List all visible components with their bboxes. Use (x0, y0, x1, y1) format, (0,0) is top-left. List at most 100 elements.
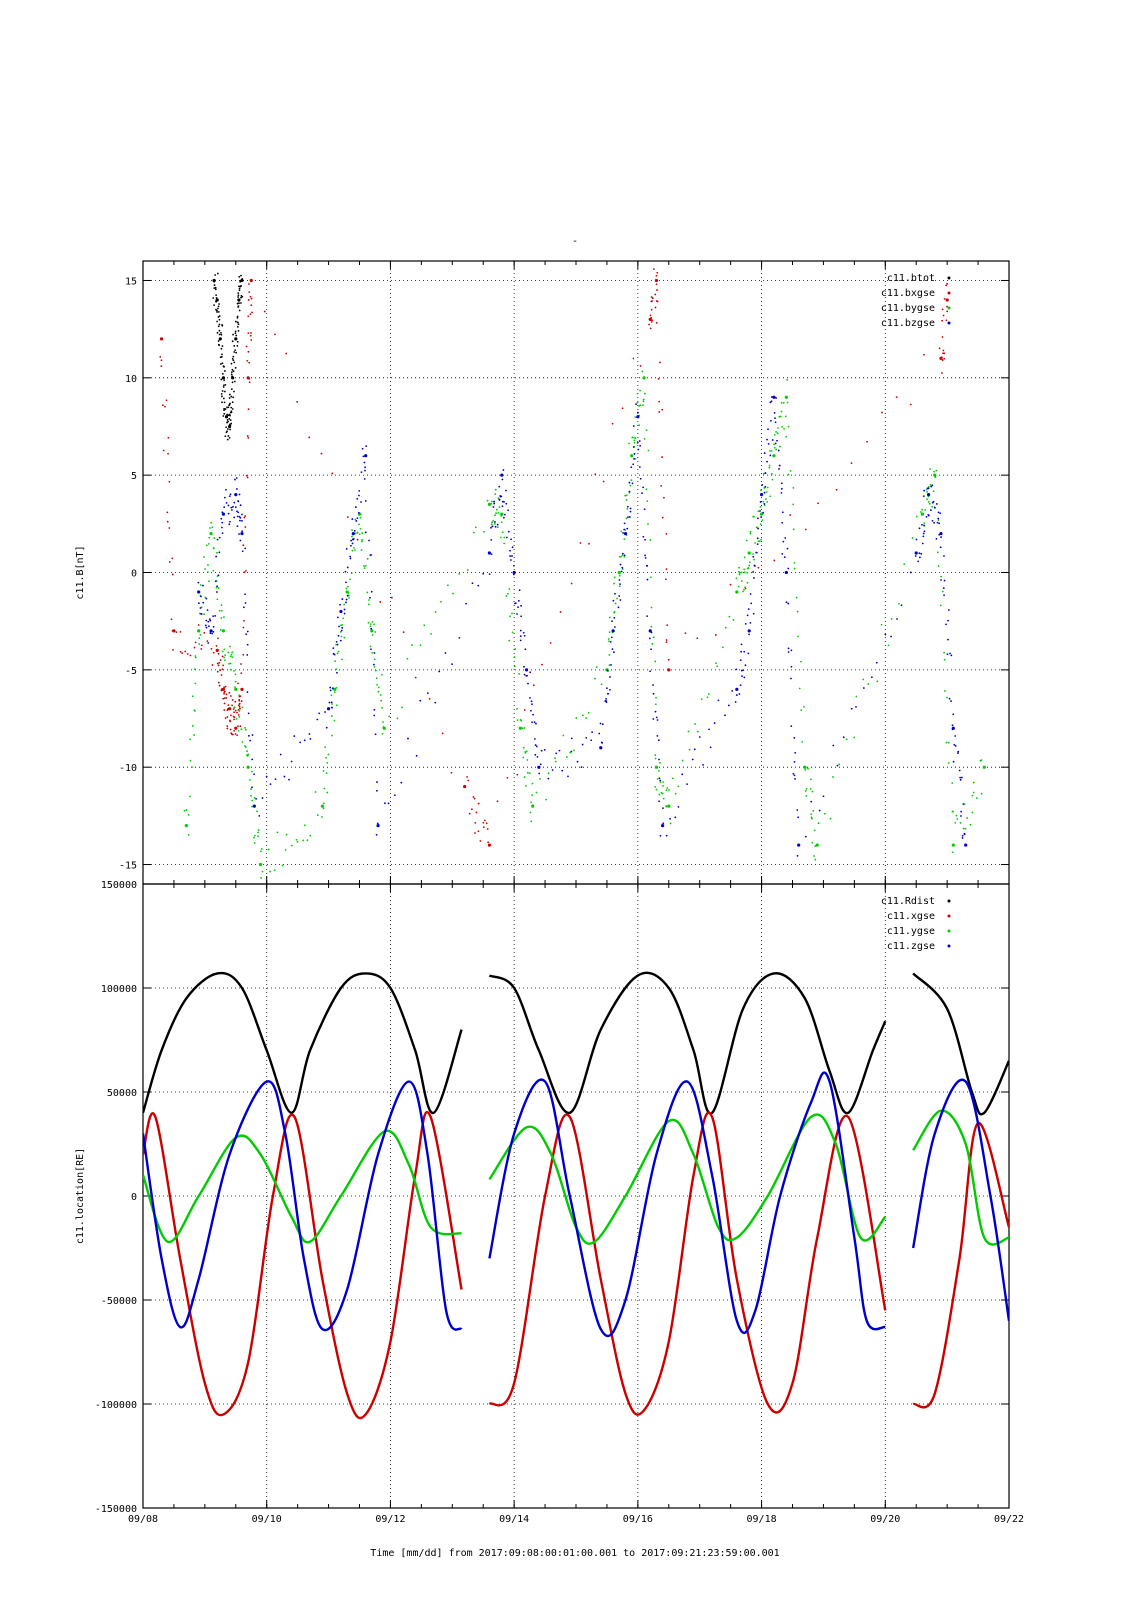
series-2-scatter-dot (243, 745, 246, 747)
series-1-scatter-dot (658, 411, 661, 413)
series-3-point (351, 531, 355, 536)
series-3-scatter-dot (770, 396, 773, 398)
series-2-scatter-dot (971, 811, 974, 814)
series-1-scatter-dot (331, 472, 334, 475)
series-2-scatter-dot (722, 646, 724, 649)
series-0-scatter-dot (226, 421, 228, 424)
series-1-scatter-dot (655, 274, 658, 277)
series-3-scatter-dot (630, 466, 633, 469)
series-3-scatter-dot (507, 530, 510, 533)
series-3-scatter-dot (230, 506, 233, 509)
series-3-scatter-dot (804, 835, 807, 838)
series-2-scatter-dot (257, 831, 259, 834)
series-2-scatter-dot (233, 670, 235, 672)
series-3-scatter-dot (780, 491, 783, 494)
series-2-scatter-dot (642, 398, 645, 401)
series-2-scatter-dot (356, 532, 359, 534)
series-2-scatter-dot (371, 651, 374, 654)
series-1-scatter-dot (428, 698, 431, 700)
series-3-scatter-dot (364, 466, 367, 469)
series-3-scatter-dot (943, 579, 946, 582)
series-2-scatter-dot (231, 656, 234, 659)
series-3-scatter-dot (520, 604, 522, 607)
series-2-scatter-dot (516, 719, 519, 721)
series-3-scatter-dot (251, 786, 253, 789)
series-2-scatter-dot (526, 771, 529, 774)
series-0-scatter-dot (233, 351, 236, 353)
series-2-scatter-dot (813, 829, 816, 832)
series-2-scatter-dot (351, 549, 354, 552)
series-3-scatter-dot (633, 458, 635, 460)
series-3-scatter-dot (756, 543, 759, 546)
series-3-scatter-dot (952, 713, 955, 716)
series-2-scatter-dot (784, 415, 787, 418)
series-2-scatter-dot (545, 798, 548, 801)
series-3-scatter-dot (501, 478, 504, 481)
series-2-scatter-dot (364, 565, 367, 567)
series-3-scatter-dot (727, 704, 730, 707)
series-2-scatter-dot (929, 483, 932, 486)
series-1-scatter-dot (506, 776, 509, 779)
series-0-scatter-dot (212, 297, 215, 299)
series-2-scatter-dot (765, 491, 768, 493)
series-1-scatter-dot (946, 305, 948, 308)
series-1-scatter-dot (240, 663, 242, 665)
series-2-scatter-dot (446, 584, 449, 587)
series-2-scatter-dot (231, 651, 234, 654)
series-1-scatter-dot (193, 646, 196, 649)
series-3-scatter-dot (531, 703, 533, 706)
series-1-scatter-dot (639, 365, 642, 367)
series-0-scatter-dot (237, 323, 240, 326)
series-2-point (487, 502, 491, 506)
series-2-scatter-dot (525, 785, 527, 787)
series-3-scatter-dot (241, 550, 244, 553)
series-2-scatter-dot (191, 766, 193, 769)
series-1-scatter-dot (661, 516, 664, 519)
series-1-scatter-dot (244, 515, 247, 517)
series-2-scatter-dot (936, 551, 939, 554)
series-2-scatter-dot (937, 565, 940, 567)
series-2-scatter-dot (654, 703, 657, 706)
series-3-scatter-dot (490, 538, 493, 541)
series-1-scatter-dot (632, 357, 635, 360)
b-ytick-label: -10 (119, 763, 137, 774)
series-2-scatter-dot (838, 763, 841, 766)
series-3-scatter-dot (580, 766, 583, 769)
series-2-scatter-dot (658, 793, 661, 796)
series-2-scatter-dot (367, 603, 370, 606)
series-1-scatter-dot (224, 685, 227, 688)
series-2-scatter-dot (778, 415, 781, 418)
series-3-scatter-dot (216, 585, 218, 588)
series-2-scatter-dot (215, 586, 218, 589)
series-2-scatter-dot (921, 508, 923, 511)
series-2-scatter-dot (773, 446, 776, 449)
series-3-scatter-dot (244, 547, 247, 550)
series-3-scatter-dot (205, 597, 208, 600)
series-2-scatter-dot (267, 848, 270, 851)
series-3-scatter-dot (218, 551, 221, 554)
series-3-scatter-dot (336, 643, 339, 646)
series-3-scatter-dot (659, 834, 662, 837)
series-2-scatter-dot (396, 717, 399, 720)
b-ytick-label: -5 (125, 666, 137, 677)
series-3-scatter-dot (610, 664, 612, 666)
series-2-scatter-dot (769, 450, 771, 452)
series-2-scatter-dot (511, 631, 514, 634)
series-2-scatter-dot (770, 472, 773, 475)
series-2-scatter-dot (366, 591, 369, 594)
series-2-scatter-dot (636, 401, 639, 404)
series-1-scatter-dot (238, 705, 241, 708)
series-2-scatter-dot (629, 484, 632, 487)
series-1-scatter-dot (231, 704, 233, 707)
series-2-scatter-dot (498, 506, 501, 509)
series-2-scatter-dot (798, 687, 801, 690)
series-2-scatter-dot (371, 621, 374, 623)
series-3-scatter-dot (740, 669, 743, 672)
series-0-scatter-dot (240, 274, 242, 277)
series-1-scatter-dot (656, 271, 659, 274)
series-2-scatter-dot (638, 424, 641, 427)
series-3-scatter-dot (935, 538, 938, 540)
series-2-scatter-dot (903, 563, 906, 566)
series-2-scatter-dot (575, 717, 578, 719)
series-3-scatter-dot (936, 521, 939, 524)
